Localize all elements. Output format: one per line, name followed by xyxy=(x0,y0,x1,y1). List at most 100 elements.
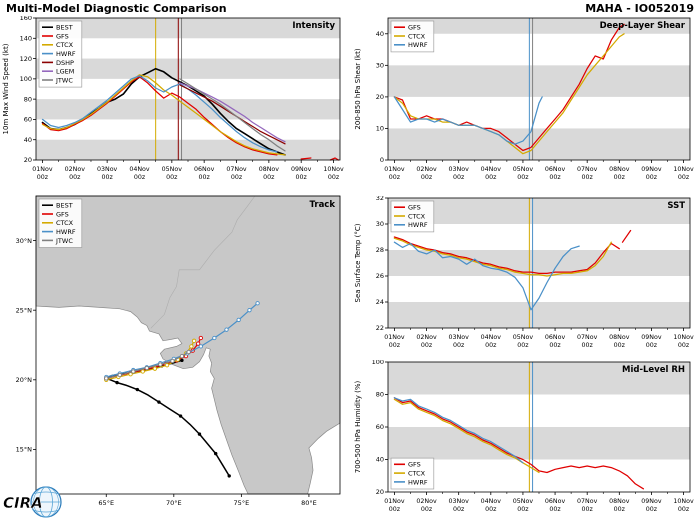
svg-text:00z: 00z xyxy=(614,506,626,513)
svg-text:08Nov: 08Nov xyxy=(609,334,630,341)
svg-text:10Nov: 10Nov xyxy=(323,166,344,173)
svg-text:00z: 00z xyxy=(453,506,465,513)
svg-text:32: 32 xyxy=(376,196,384,202)
svg-text:00z: 00z xyxy=(421,506,433,513)
svg-text:60: 60 xyxy=(376,423,384,431)
svg-text:07Nov: 07Nov xyxy=(577,498,598,505)
svg-text:HWRF: HWRF xyxy=(408,41,428,49)
svg-text:CTCX: CTCX xyxy=(56,41,74,49)
svg-text:00z: 00z xyxy=(517,342,529,349)
svg-text:09Nov: 09Nov xyxy=(641,498,662,505)
svg-text:00z: 00z xyxy=(166,174,178,181)
svg-text:00z: 00z xyxy=(485,342,497,349)
svg-text:04Nov: 04Nov xyxy=(129,166,150,173)
deep-layer-shear-chart: 0 10 20 30 40 01Nov 00z 02Nov 00z 03Nov 00z 04Nov 00… xyxy=(352,16,698,192)
svg-text:Deep-Layer Shear: Deep-Layer Shear xyxy=(600,21,686,31)
svg-text:Mid-Level RH: Mid-Level RH xyxy=(622,365,685,375)
svg-text:100: 100 xyxy=(372,360,384,366)
svg-text:04Nov: 04Nov xyxy=(481,498,502,505)
svg-text:10Nov: 10Nov xyxy=(673,166,694,173)
svg-text:JTWC: JTWC xyxy=(55,76,73,84)
svg-text:BEST: BEST xyxy=(56,24,73,32)
svg-text:40: 40 xyxy=(24,136,32,144)
svg-text:30: 30 xyxy=(376,62,384,70)
svg-text:GFS: GFS xyxy=(56,210,69,218)
svg-text:Sea Surface Temp (°C): Sea Surface Temp (°C) xyxy=(354,223,362,302)
svg-text:00z: 00z xyxy=(263,174,275,181)
svg-text:03Nov: 03Nov xyxy=(449,166,470,173)
svg-text:20: 20 xyxy=(376,93,384,101)
svg-text:00z: 00z xyxy=(678,174,690,181)
svg-text:30: 30 xyxy=(376,220,384,228)
svg-text:40: 40 xyxy=(376,456,384,464)
page-title: Multi-Model Diagnostic Comparison xyxy=(6,2,227,15)
svg-text:06Nov: 06Nov xyxy=(194,166,215,173)
svg-text:07Nov: 07Nov xyxy=(577,166,598,173)
mid-level-rh-chart: 20 40 60 80 100 01Nov 00z 02Nov 00z 03Nov 00z 04Nov… xyxy=(352,358,698,524)
svg-text:00z: 00z xyxy=(231,174,243,181)
svg-text:10: 10 xyxy=(376,125,384,133)
svg-text:00z: 00z xyxy=(678,342,690,349)
svg-text:01Nov: 01Nov xyxy=(384,498,405,505)
svg-text:GFS: GFS xyxy=(408,204,421,212)
svg-text:140: 140 xyxy=(20,34,32,42)
svg-text:05Nov: 05Nov xyxy=(513,166,534,173)
svg-text:00z: 00z xyxy=(389,174,401,181)
svg-text:25°N: 25°N xyxy=(16,306,33,314)
intensity-chart: 20 40 60 80 100 120 140 160 01Nov 00z 02Nov 00z 03No… xyxy=(0,14,348,192)
svg-text:JTWC: JTWC xyxy=(55,237,73,245)
svg-text:22: 22 xyxy=(376,324,384,332)
svg-text:02Nov: 02Nov xyxy=(416,334,437,341)
cira-logo: CIRA xyxy=(2,484,64,524)
svg-text:09Nov: 09Nov xyxy=(291,166,312,173)
svg-text:HWRF: HWRF xyxy=(408,221,428,229)
svg-text:00z: 00z xyxy=(646,174,658,181)
svg-text:03Nov: 03Nov xyxy=(449,498,470,505)
svg-text:05Nov: 05Nov xyxy=(162,166,183,173)
svg-text:CTCX: CTCX xyxy=(56,219,74,227)
svg-text:15°N: 15°N xyxy=(16,446,33,454)
svg-text:00z: 00z xyxy=(296,174,308,181)
svg-text:00z: 00z xyxy=(101,174,113,181)
svg-text:09Nov: 09Nov xyxy=(641,334,662,341)
svg-text:120: 120 xyxy=(20,55,32,63)
svg-text:02Nov: 02Nov xyxy=(416,166,437,173)
svg-text:60: 60 xyxy=(24,116,32,124)
svg-text:80: 80 xyxy=(24,95,32,103)
svg-text:00z: 00z xyxy=(614,174,626,181)
svg-text:100: 100 xyxy=(20,75,32,83)
svg-text:00z: 00z xyxy=(199,174,211,181)
svg-text:HWRF: HWRF xyxy=(56,50,76,58)
svg-text:40: 40 xyxy=(376,30,384,38)
svg-text:03Nov: 03Nov xyxy=(97,166,118,173)
svg-text:02Nov: 02Nov xyxy=(416,498,437,505)
svg-text:CTCX: CTCX xyxy=(408,212,426,220)
svg-text:20°N: 20°N xyxy=(16,376,33,384)
svg-text:HWRF: HWRF xyxy=(408,478,428,486)
sst-chart: 22 24 26 28 30 32 01Nov 00z 02Nov 00z 03Nov 00z 04No… xyxy=(352,194,698,360)
svg-text:01Nov: 01Nov xyxy=(384,166,405,173)
svg-text:0: 0 xyxy=(380,156,384,164)
svg-text:00z: 00z xyxy=(678,506,690,513)
svg-text:06Nov: 06Nov xyxy=(545,498,566,505)
track-map: 60°E65°E70°E75°E80°E15°N20°N25°N30°NTrac… xyxy=(0,194,348,512)
svg-text:00z: 00z xyxy=(549,342,561,349)
svg-text:Track: Track xyxy=(310,200,336,210)
svg-text:04Nov: 04Nov xyxy=(481,166,502,173)
svg-text:00z: 00z xyxy=(485,174,497,181)
svg-text:00z: 00z xyxy=(69,174,81,181)
svg-text:700-500 hPa Humidity (%): 700-500 hPa Humidity (%) xyxy=(354,381,362,474)
svg-text:01Nov: 01Nov xyxy=(384,334,405,341)
svg-text:HWRF: HWRF xyxy=(56,228,76,236)
svg-text:30°N: 30°N xyxy=(16,237,33,245)
svg-text:00z: 00z xyxy=(134,174,146,181)
cira-globe-icon: CIRA xyxy=(3,486,62,518)
svg-text:00z: 00z xyxy=(421,342,433,349)
svg-text:00z: 00z xyxy=(517,506,529,513)
svg-text:CTCX: CTCX xyxy=(408,470,426,478)
svg-text:28: 28 xyxy=(376,246,384,254)
svg-text:SST: SST xyxy=(667,201,685,211)
svg-text:00z: 00z xyxy=(421,174,433,181)
svg-text:75°E: 75°E xyxy=(234,499,250,507)
svg-text:GFS: GFS xyxy=(56,32,69,40)
